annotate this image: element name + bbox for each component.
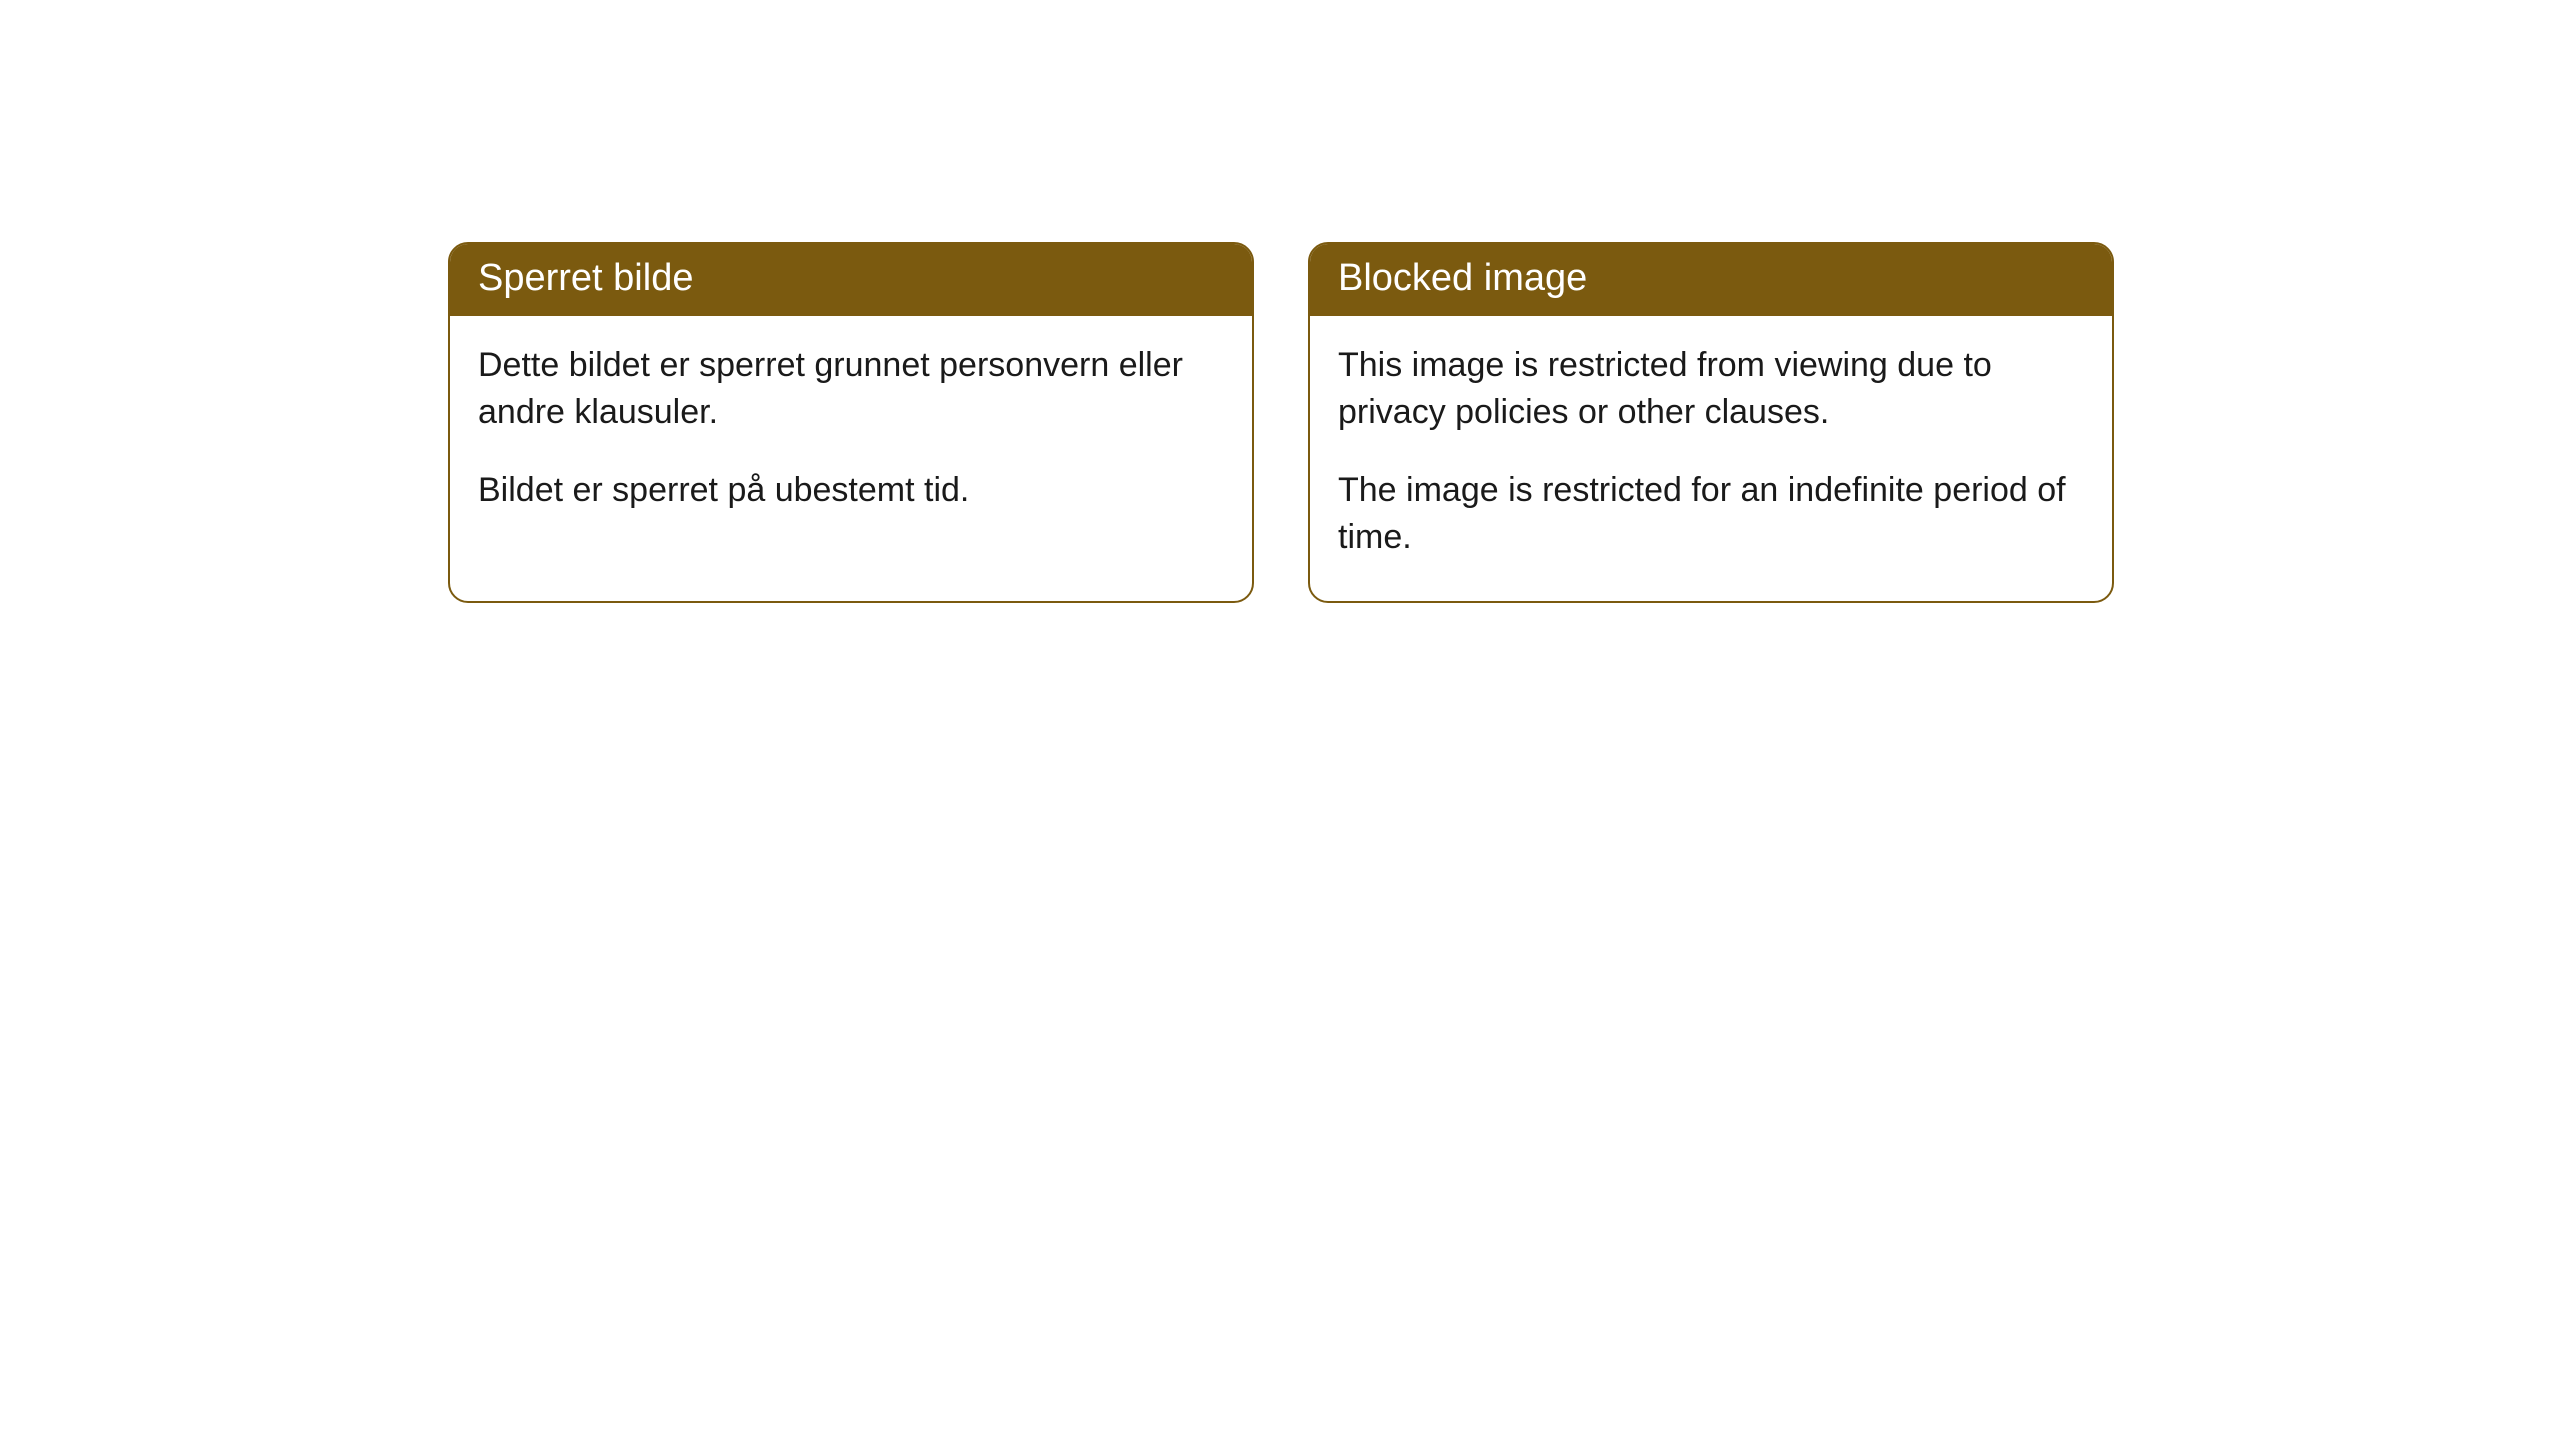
card-header: Sperret bilde [450,244,1252,316]
card-body: Dette bildet er sperret grunnet personve… [450,316,1252,555]
notice-card-norwegian: Sperret bilde Dette bildet er sperret gr… [448,242,1254,603]
card-paragraph: This image is restricted from viewing du… [1338,342,2084,436]
card-body: This image is restricted from viewing du… [1310,316,2112,602]
notice-card-english: Blocked image This image is restricted f… [1308,242,2114,603]
card-header: Blocked image [1310,244,2112,316]
card-title: Blocked image [1338,257,1587,299]
card-title: Sperret bilde [478,257,693,299]
card-paragraph: Bildet er sperret på ubestemt tid. [478,467,1224,514]
card-paragraph: Dette bildet er sperret grunnet personve… [478,342,1224,436]
notice-cards-container: Sperret bilde Dette bildet er sperret gr… [0,0,2560,603]
card-paragraph: The image is restricted for an indefinit… [1338,467,2084,561]
